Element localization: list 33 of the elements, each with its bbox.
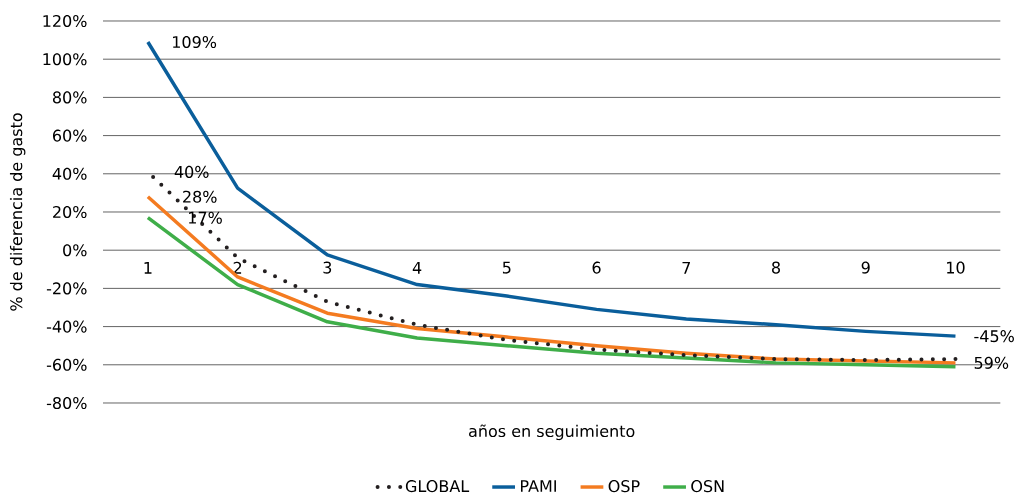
x-tick-label: 10 xyxy=(947,261,965,274)
y-tick-label: 0% xyxy=(63,244,87,257)
x-tick-label: 3 xyxy=(323,261,332,274)
y-tick-label: 20% xyxy=(53,205,87,219)
y-tick-label: 60% xyxy=(53,129,87,142)
legend-label: OSP xyxy=(608,480,640,493)
y-tick-label: 80% xyxy=(52,91,87,104)
legend-label: GLOBAL xyxy=(405,480,470,493)
x-tick-label: 8 xyxy=(772,261,780,274)
annotation: -45% xyxy=(974,330,1014,343)
y-tick-label: -80% xyxy=(46,396,87,410)
annotation: 17% xyxy=(189,211,222,224)
annotation: 28% xyxy=(183,190,217,203)
x-tick-label: 2 xyxy=(233,261,242,274)
y-tick-label: 100% xyxy=(43,53,87,66)
x-tick-label: 7 xyxy=(682,261,690,274)
y-tick-label: -40% xyxy=(46,320,87,333)
legend-label: OSN xyxy=(691,480,724,493)
y-tick-label: -60% xyxy=(46,358,87,371)
annotation: 109% xyxy=(173,35,217,49)
legend-label: PAMI xyxy=(520,480,556,492)
x-tick-label: 4 xyxy=(412,261,422,274)
x-tick-label: 9 xyxy=(861,261,870,274)
y-tick-label: 120% xyxy=(43,14,87,28)
y-tick-label: -20% xyxy=(46,282,87,295)
x-tick-label: 6 xyxy=(592,261,601,274)
annotation: 40% xyxy=(174,165,209,178)
x-tick-label: 5 xyxy=(502,261,511,274)
annotation: 59% xyxy=(974,356,1009,369)
x-tick-label: 1 xyxy=(144,261,152,274)
x-axis-title: años en seguimiento xyxy=(469,424,635,441)
y-axis-title: % de diferencia de gasto xyxy=(9,113,26,311)
y-tick-label: 40% xyxy=(52,167,87,180)
